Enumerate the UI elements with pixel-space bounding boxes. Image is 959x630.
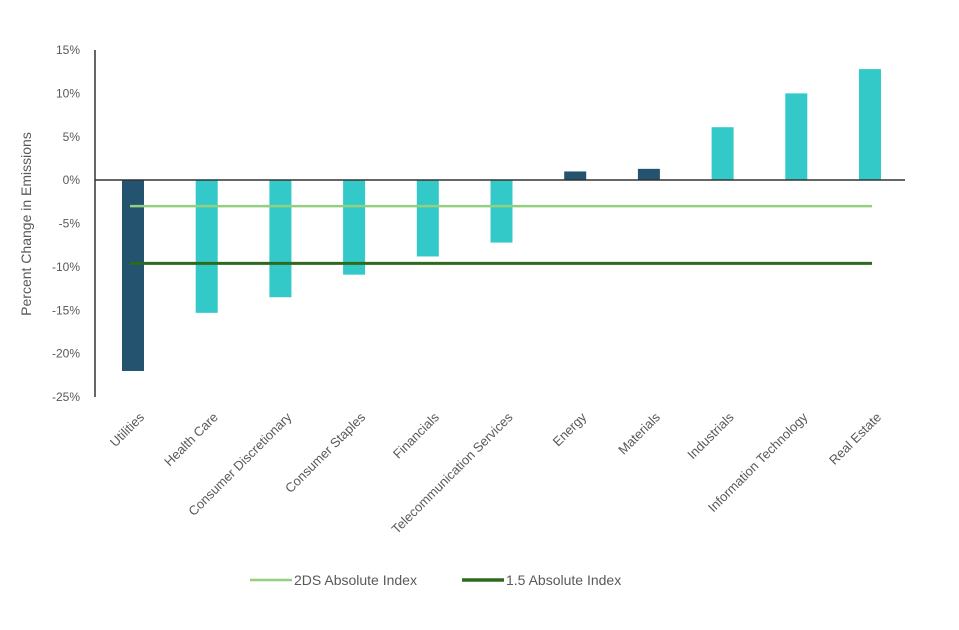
bar-materials: [637, 168, 660, 181]
legend: 2DS Absolute Index 1.5 Absolute Index: [250, 572, 621, 588]
bar-industrials: [711, 127, 734, 181]
bar-health-care: [195, 180, 218, 313]
x-tick-label: Financials: [390, 409, 442, 461]
y-tick-label: -5%: [59, 217, 81, 231]
y-tick-label: 10%: [56, 86, 80, 100]
bar-energy: [564, 171, 587, 181]
x-tick-label: Utilities: [107, 409, 148, 450]
y-tick-label: -25%: [52, 390, 80, 404]
bar-real-estate: [859, 69, 881, 181]
y-tick-label: -10%: [52, 260, 80, 274]
y-axis-label: Percent Change in Emissions: [18, 132, 34, 316]
legend-label: 2DS Absolute Index: [294, 572, 417, 588]
x-tick-label: Telecommunication Services: [389, 409, 516, 536]
bar-consumer-staples: [343, 180, 366, 275]
y-tick-label: 5%: [63, 130, 81, 144]
x-tick-label: Materials: [615, 409, 663, 457]
x-tick-label: Real Estate: [826, 410, 884, 468]
legend-label: 1.5 Absolute Index: [506, 572, 621, 588]
bar-utilities: [122, 180, 144, 371]
x-tick-label: Consumer Staples: [282, 409, 369, 496]
x-tick-label: Health Care: [161, 410, 221, 470]
bar-information-technology: [785, 93, 808, 181]
bar-consumer-discretionary: [269, 180, 292, 298]
x-tick-label: Industrials: [684, 409, 737, 462]
y-tick-label: 15%: [56, 43, 80, 57]
y-tick-label: -15%: [52, 303, 80, 317]
bar-financials: [416, 180, 439, 257]
bar-telecommunication-services: [490, 180, 513, 243]
y-tick-label: 0%: [63, 173, 81, 187]
x-tick-label: Energy: [550, 409, 590, 449]
y-tick-label: -20%: [52, 347, 80, 361]
